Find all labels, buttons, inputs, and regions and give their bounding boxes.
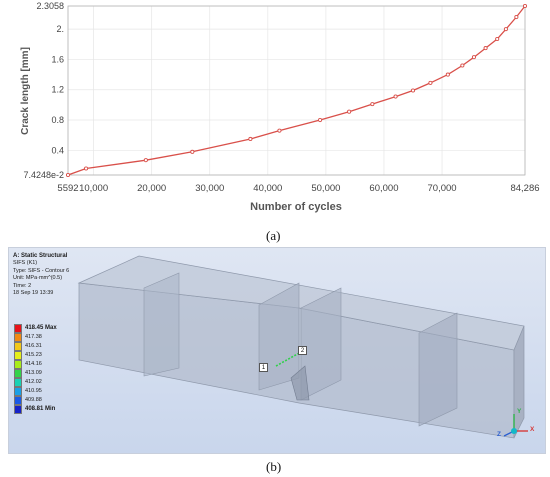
data-point [495, 36, 500, 42]
crack-length-series-line [67, 5, 526, 176]
data-point [248, 136, 253, 142]
probe-1-label[interactable]: 1 [259, 363, 268, 372]
x-tick-label: 50,000 [311, 183, 340, 194]
y-tick-label: 0.4 [51, 145, 64, 155]
legend-swatch [14, 333, 22, 342]
data-point [190, 149, 195, 154]
x-tick-labels: 5592 10,000 20,000 30,000 40,000 50,000 60,000… [57, 183, 539, 194]
plot-area-frame [67, 5, 526, 176]
notch [290, 365, 310, 401]
coordinate-triad [503, 414, 528, 437]
legend-swatch [14, 351, 22, 360]
probe-2-label[interactable]: 2 [298, 346, 307, 355]
y-tick-label: 7.4248e-2 [23, 170, 64, 180]
data-point [471, 55, 477, 60]
legend-swatch [14, 387, 22, 396]
chart-grid [67, 5, 526, 176]
x-tick-label: 70,000 [428, 183, 457, 194]
data-point [514, 14, 519, 20]
legend-value: 417.38 [25, 334, 42, 340]
data-point [143, 158, 148, 163]
data-point [65, 172, 71, 178]
partition-plane-4 [418, 312, 458, 427]
partition-plane-1 [143, 272, 180, 377]
legend-value: 414.16 [25, 361, 42, 367]
legend-swatch [14, 405, 22, 414]
x-tick-label: 40,000 [253, 183, 282, 194]
y-tick-label: 2. [56, 24, 64, 34]
data-point [483, 46, 488, 51]
y-tick-label: 2.3058 [36, 1, 64, 11]
legend-value: 410.95 [25, 388, 42, 394]
x-tick-label: 84,286 [510, 183, 539, 194]
analysis-title: A: Static Structural [13, 253, 68, 259]
chart-series-layer [65, 3, 528, 178]
legend-swatch [14, 369, 22, 378]
triad-y-label: Y [517, 408, 522, 415]
ansys-viewport[interactable]: A: Static Structural SIFS (K1) Type: SIF… [8, 247, 546, 454]
legend-value: 409.88 [25, 397, 42, 403]
data-point [522, 3, 528, 9]
data-point [83, 166, 89, 171]
info-line: SIFS (K1) [13, 260, 38, 267]
beam-model [77, 255, 528, 439]
caption-a: (a) [266, 228, 281, 243]
legend-value: 408.81 Min [25, 406, 56, 412]
legend-value: 418.45 Max [25, 325, 57, 331]
beam-end-face [513, 325, 525, 439]
x-tick-label: 10,000 [79, 183, 108, 194]
data-point [503, 27, 508, 32]
caption-b: (b) [266, 459, 282, 474]
x-tick-label: 5592 [57, 183, 78, 194]
data-point [277, 128, 282, 133]
legend-swatch [14, 360, 22, 369]
legend-value: 413.09 [25, 370, 42, 376]
x-tick-label: 60,000 [369, 183, 398, 194]
data-point [445, 72, 450, 77]
data-point [460, 63, 465, 68]
info-line: Time: 2 [13, 282, 32, 289]
result-info-panel: A: Static Structural SIFS (K1) Type: SIF… [13, 253, 69, 297]
data-point [347, 109, 352, 114]
triad-x-label: X [530, 426, 535, 433]
x-tick-label: 20,000 [137, 183, 166, 194]
data-point [393, 94, 398, 99]
legend-value: 415.23 [25, 352, 42, 358]
x-tick-label: 30,000 [195, 183, 224, 194]
info-line: Type: SIFS - Contour 6 [13, 267, 70, 274]
y-tick-labels: 7.4248e-2 0.4 0.8 1.2 1.6 2. 2.3058 [23, 1, 64, 180]
legend-swatch [14, 396, 22, 405]
data-point [410, 88, 416, 93]
legend-swatch [14, 378, 22, 387]
data-point [318, 117, 323, 123]
legend-value: 412.02 [25, 379, 42, 385]
legend-swatch [14, 342, 22, 351]
crack-front-line [275, 351, 302, 367]
data-point [370, 102, 375, 107]
legend-value: 416.31 [25, 343, 42, 349]
triad-z-label: Z [497, 431, 501, 438]
x-axis-title: Number of cycles [250, 201, 342, 213]
crack-growth-chart: 5592 10,000 20,000 30,000 40,000 50,000 60,000… [20, 1, 540, 213]
y-tick-label: 1.6 [51, 54, 64, 64]
y-axis-title: Crack length [mm] [20, 47, 31, 135]
y-tick-label: 0.8 [51, 115, 64, 125]
data-point [428, 80, 433, 85]
info-line: 18 Sep 19 13:39 [13, 290, 54, 297]
y-tick-label: 1.2 [51, 85, 64, 95]
info-line: Unit: MPa·mm^(0.5) [13, 275, 63, 282]
legend-swatch [14, 324, 22, 333]
